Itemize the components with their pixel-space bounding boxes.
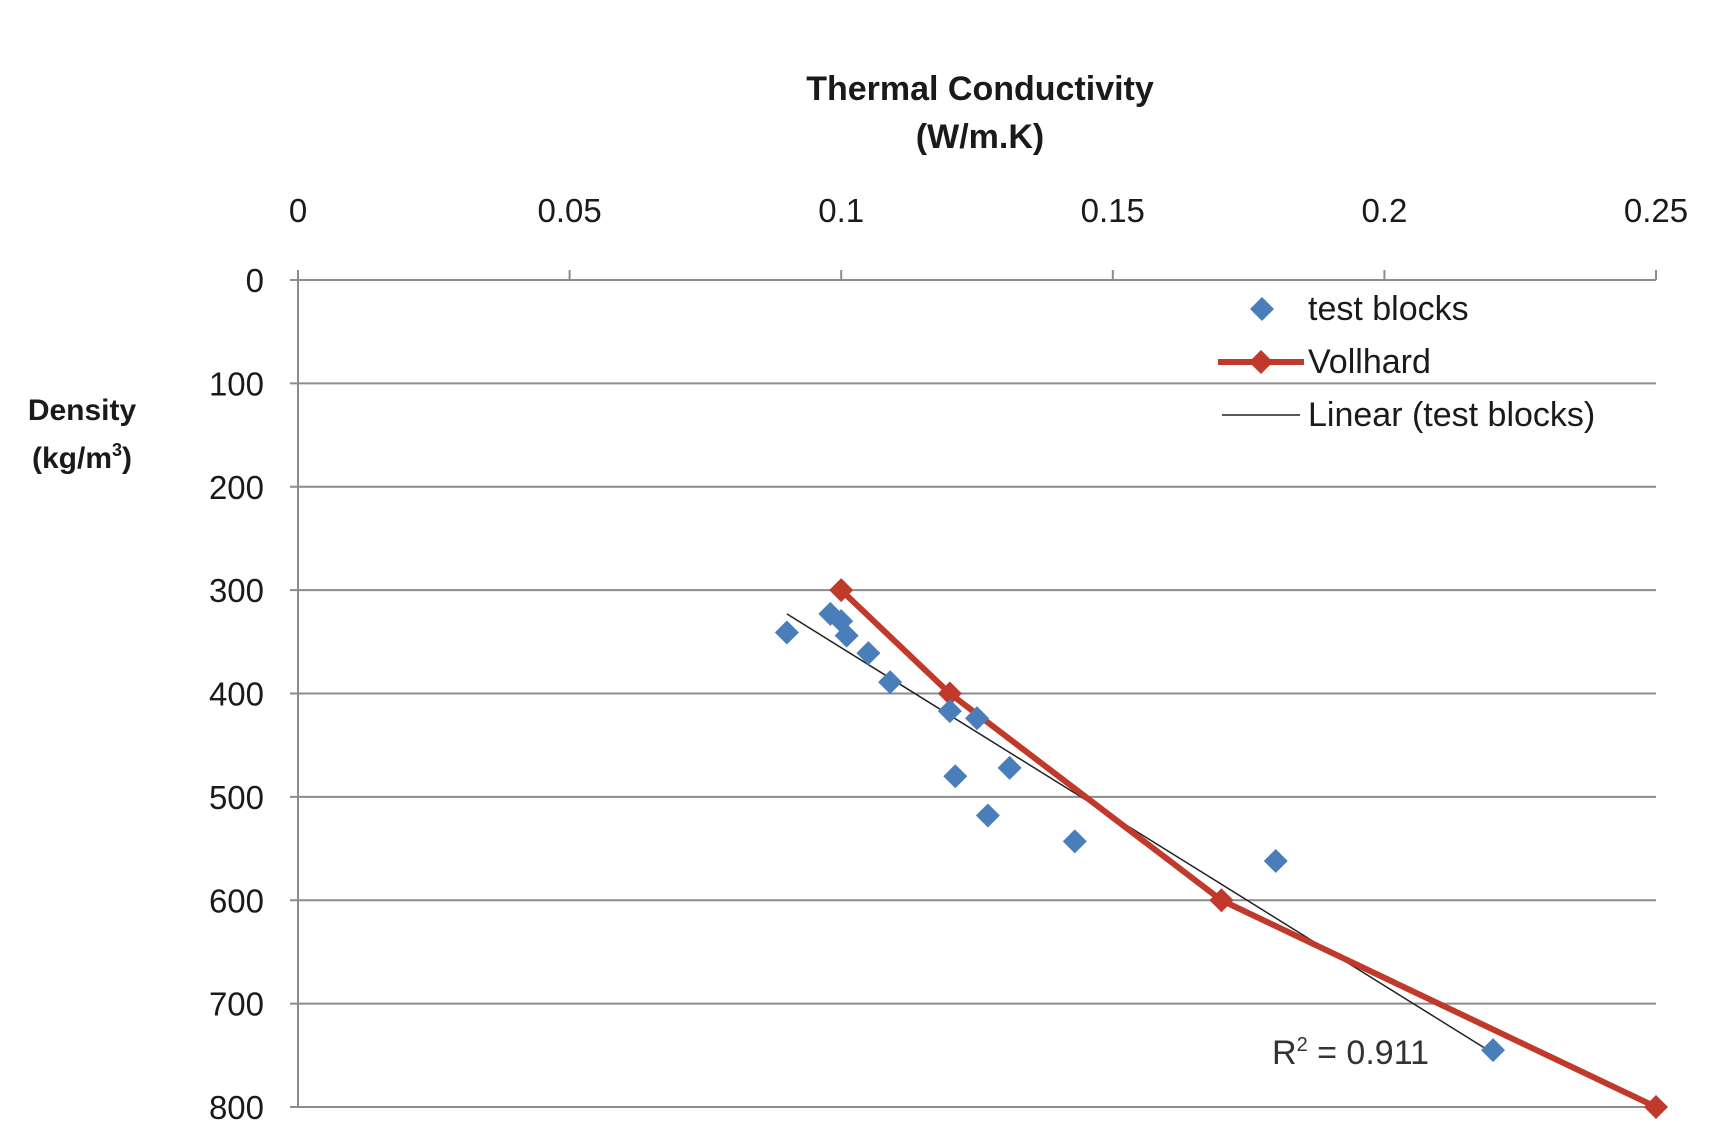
x-tick-label: 0.2 — [1361, 192, 1407, 229]
test-block-point — [878, 670, 903, 695]
x-tick-label: 0.25 — [1624, 192, 1688, 229]
r-squared-annotation: R2 = 0.911 — [1272, 1034, 1429, 1072]
legend-label-vollhard: Vollhard — [1308, 343, 1431, 381]
test-block-point — [975, 803, 1000, 828]
y-axis-label-close: ) — [122, 442, 132, 475]
y-tick-label: 600 — [209, 882, 264, 919]
test-block-point — [1263, 848, 1288, 873]
trendline — [786, 613, 1494, 1054]
legend: test blocks Vollhard Linear (test blocks… — [1218, 290, 1595, 434]
y-axis-label-sup: 3 — [112, 440, 122, 460]
grid-lines — [298, 382, 1656, 1108]
x-tick-label: 0 — [289, 192, 307, 229]
test-block-point — [1481, 1038, 1506, 1063]
legend-label-test-blocks: test blocks — [1308, 290, 1469, 328]
vollhard-point — [937, 681, 962, 706]
test-block-point — [997, 755, 1022, 780]
chart-title-line2: (W/m.K) — [916, 118, 1044, 156]
y-axis-label-line1: Density — [28, 394, 137, 427]
vollhard-point — [829, 578, 854, 603]
r-squared-sup: 2 — [1297, 1034, 1308, 1056]
vollhard-point — [1209, 888, 1234, 913]
r-squared-prefix: R — [1272, 1034, 1297, 1072]
test-blocks-series — [774, 601, 1506, 1063]
x-tick-label: 0.05 — [537, 192, 601, 229]
vollhard-point — [1644, 1095, 1668, 1119]
y-tick-label: 800 — [209, 1089, 264, 1126]
test-block-point — [965, 706, 989, 731]
y-tick-label: 300 — [209, 572, 264, 609]
y-tick-label: 0 — [246, 262, 264, 299]
test-block-point — [834, 623, 859, 648]
vollhard-line — [839, 587, 1658, 1110]
y-axis-label-line2: (kg/m3) — [32, 440, 132, 475]
vollhard-series — [829, 578, 1668, 1119]
chart-title-line1: Thermal Conductivity — [806, 70, 1154, 108]
axes: 0 100 200 300 400 500 600 700 800 0 0.05 0.1 0.15 0.2… — [209, 192, 1688, 1126]
y-tick-label: 400 — [209, 676, 264, 713]
y-tick-label: 700 — [209, 986, 264, 1023]
x-tick-label: 0.15 — [1081, 192, 1145, 229]
legend-marker-test-blocks — [1250, 297, 1274, 321]
legend-marker-vollhard — [1249, 350, 1273, 374]
test-block-point — [774, 620, 799, 645]
trendline-series — [786, 613, 1494, 1054]
y-tick-label: 500 — [209, 779, 264, 816]
y-axis-label-unit: (kg/m — [32, 442, 112, 475]
legend-label-linear: Linear (test blocks) — [1308, 396, 1595, 434]
y-tick-label: 200 — [209, 469, 264, 506]
test-block-point — [943, 764, 968, 789]
test-block-point — [937, 699, 962, 724]
test-block-point — [1062, 829, 1087, 854]
r-squared-value: = 0.911 — [1308, 1034, 1429, 1072]
x-tick-label: 0.1 — [818, 192, 864, 229]
y-tick-label: 100 — [209, 365, 264, 402]
test-block-point — [856, 641, 881, 666]
